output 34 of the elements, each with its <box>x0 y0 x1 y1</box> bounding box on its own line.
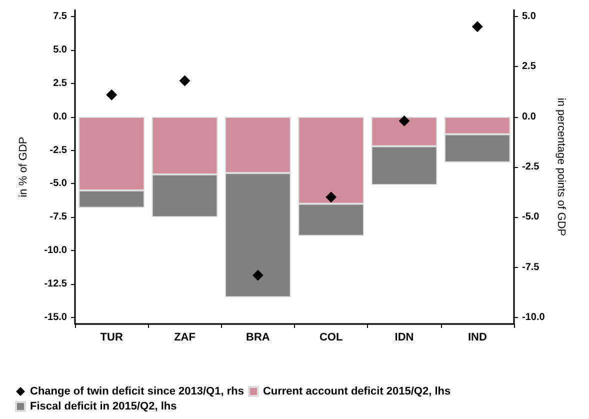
point <box>106 89 118 100</box>
y2-tick-label: 2.5 <box>522 61 536 72</box>
y2-tick-label: 5.0 <box>522 11 536 22</box>
x-tick-label: COL <box>319 332 343 344</box>
point <box>472 21 483 32</box>
y-tick-label: -2.5 <box>50 144 68 156</box>
y2-tick-label: -10.0 <box>522 312 546 323</box>
y-tick-label: -5.0 <box>50 178 68 190</box>
point <box>326 192 337 203</box>
y-tick-label: 2.5 <box>53 78 68 89</box>
y2-tick-label: 0.0 <box>522 111 536 122</box>
y2-axis-title: in percentage points of GDP <box>555 98 568 236</box>
y2-tick-label: -5.0 <box>522 212 540 223</box>
legend-label: Change of twin deficit since 2013/Q1, rhs <box>30 386 244 398</box>
point <box>398 115 410 126</box>
legend-label: Fiscal deficit in 2015/Q2, lhs <box>30 400 177 412</box>
y-tick-label: -10.0 <box>44 245 68 256</box>
x-tick-label: IDN <box>394 332 414 344</box>
y-tick-label: 5.0 <box>53 44 68 56</box>
point <box>252 270 264 281</box>
x-tick-label: ZAF <box>174 332 196 344</box>
y-tick-label: 0.0 <box>53 111 68 122</box>
y-axis-title: in % of GDP <box>18 136 30 198</box>
x-tick-label: TUR <box>100 332 123 344</box>
x-tick-label: BRA <box>246 332 270 344</box>
legend-label: Current account deficit 2015/Q2, lhs <box>262 386 451 398</box>
y2-tick-label: -7.5 <box>522 262 540 273</box>
y-tick-label: -15.0 <box>44 312 68 323</box>
y2-tick-label: -2.5 <box>522 162 540 172</box>
x-tick-label: IND <box>468 332 487 344</box>
y-tick-label: 7.5 <box>53 11 68 22</box>
y-tick-label: -7.5 <box>50 212 68 223</box>
y-tick-label: -12.5 <box>44 278 68 290</box>
point <box>179 75 190 86</box>
